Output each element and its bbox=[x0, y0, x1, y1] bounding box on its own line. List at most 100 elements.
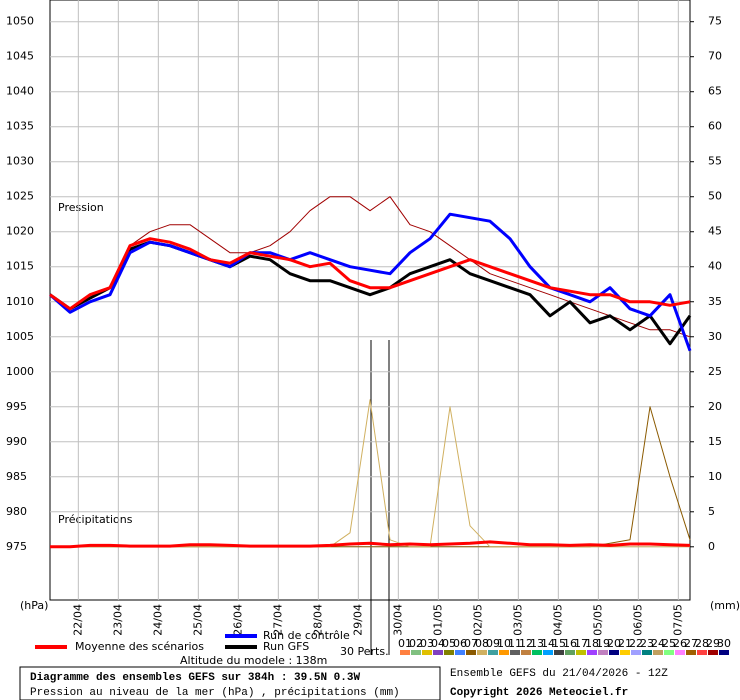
member-swatch bbox=[642, 650, 652, 655]
footer-title: Diagramme des ensembles GEFS sur 384h : … bbox=[30, 672, 360, 684]
x-tick-label: 23/04 bbox=[111, 604, 124, 636]
y2-tick-label: 45 bbox=[708, 225, 722, 238]
member-swatch bbox=[565, 650, 575, 655]
member-label: 19 bbox=[596, 637, 610, 650]
x-tick-label: 22/04 bbox=[71, 604, 84, 636]
member-label: 06 bbox=[453, 637, 467, 650]
y2-axis-label: (mm) bbox=[710, 599, 740, 612]
member-label: 25 bbox=[662, 637, 676, 650]
member-label: 10 bbox=[497, 637, 511, 650]
member-swatch bbox=[422, 650, 432, 655]
member-label: 26 bbox=[673, 637, 687, 650]
altitude: Altitude du modele : 138m bbox=[180, 654, 327, 667]
y-tick-label: 990 bbox=[6, 435, 27, 448]
member-swatch bbox=[576, 650, 586, 655]
member-label: 20 bbox=[607, 637, 621, 650]
y-tick-label: 1005 bbox=[6, 330, 34, 343]
y-tick-label: 975 bbox=[6, 540, 27, 553]
y-tick-label: 1050 bbox=[6, 15, 34, 28]
member-label: 17 bbox=[574, 637, 588, 650]
y-axis-label: (hPa) bbox=[20, 599, 48, 612]
member-swatch bbox=[686, 650, 696, 655]
member-swatch bbox=[609, 650, 619, 655]
y2-tick-label: 15 bbox=[708, 435, 722, 448]
precip-label: Précipitations bbox=[58, 513, 133, 526]
y-tick-label: 1030 bbox=[6, 155, 34, 168]
member-label: 14 bbox=[541, 637, 555, 650]
y-tick-label: 1020 bbox=[6, 225, 34, 238]
pressure-line bbox=[49, 237, 691, 311]
member-label: 23 bbox=[640, 637, 654, 650]
member-label: 02 bbox=[409, 637, 423, 650]
y-tick-label: 980 bbox=[6, 505, 27, 518]
y2-tick-label: 30 bbox=[708, 330, 722, 343]
member-swatch bbox=[488, 650, 498, 655]
x-tick-label: 04/05 bbox=[551, 604, 564, 636]
y-tick-label: 1000 bbox=[6, 365, 34, 378]
y2-tick-label: 75 bbox=[708, 15, 722, 28]
member-swatch bbox=[532, 650, 542, 655]
y-tick-label: 995 bbox=[6, 400, 27, 413]
member-swatch bbox=[543, 650, 553, 655]
y2-tick-label: 65 bbox=[708, 85, 722, 98]
y2-tick-label: 10 bbox=[708, 470, 722, 483]
member-swatch bbox=[400, 650, 410, 655]
member-swatch bbox=[554, 650, 564, 655]
member-label: 16 bbox=[563, 637, 577, 650]
legend-label: Run GFS bbox=[263, 640, 309, 653]
member-swatch bbox=[411, 650, 421, 655]
member-label: 22 bbox=[629, 637, 643, 650]
x-tick-label: 06/05 bbox=[631, 604, 644, 636]
y-tick-label: 1015 bbox=[6, 260, 34, 273]
member-pressure-line bbox=[49, 196, 691, 338]
member-label: 30 bbox=[717, 637, 731, 650]
member-label: 28 bbox=[695, 637, 709, 650]
member-label: 29 bbox=[706, 637, 720, 650]
member-label: 08 bbox=[475, 637, 489, 650]
y2-tick-label: 70 bbox=[708, 50, 722, 63]
x-tick-label: 05/05 bbox=[591, 604, 604, 636]
member-label: 15 bbox=[552, 637, 566, 650]
x-tick-label: 26/04 bbox=[231, 604, 244, 636]
x-tick-label: 24/04 bbox=[151, 604, 164, 636]
y-tick-label: 1010 bbox=[6, 295, 34, 308]
member-label: 18 bbox=[585, 637, 599, 650]
member-label: 03 bbox=[420, 637, 434, 650]
member-swatch bbox=[510, 650, 520, 655]
member-swatch bbox=[697, 650, 707, 655]
x-tick-label: 03/05 bbox=[511, 604, 524, 636]
member-swatch bbox=[598, 650, 608, 655]
x-tick-label: 01/05 bbox=[431, 604, 444, 636]
y2-tick-label: 0 bbox=[708, 540, 715, 553]
x-tick-label: 25/04 bbox=[191, 604, 204, 636]
legend-label: Moyenne des scénarios bbox=[75, 640, 204, 653]
member-swatch bbox=[444, 650, 454, 655]
precip-line bbox=[50, 540, 691, 549]
member-swatch bbox=[664, 650, 674, 655]
member-swatch bbox=[433, 650, 443, 655]
perts-label: 30 Perts. bbox=[340, 645, 389, 658]
member-swatch bbox=[587, 650, 597, 655]
x-tick-label: 29/04 bbox=[351, 604, 364, 636]
x-tick-label: 28/04 bbox=[311, 604, 324, 636]
y-tick-label: 1040 bbox=[6, 85, 34, 98]
member-label: 13 bbox=[530, 637, 544, 650]
member-swatch bbox=[653, 650, 663, 655]
y2-tick-label: 35 bbox=[708, 295, 722, 308]
member-label: 09 bbox=[486, 637, 500, 650]
member-label: 27 bbox=[684, 637, 698, 650]
y-tick-label: 1025 bbox=[6, 190, 34, 203]
pressure-label: Pression bbox=[58, 201, 104, 214]
y-tick-label: 1035 bbox=[6, 120, 34, 133]
x-tick-label: 02/05 bbox=[471, 604, 484, 636]
member-label: 05 bbox=[442, 637, 456, 650]
member-label: 21 bbox=[618, 637, 632, 650]
copyright: Copyright 2026 Meteociel.fr bbox=[450, 687, 628, 699]
member-label: 12 bbox=[519, 637, 533, 650]
member-label: 01 bbox=[398, 637, 412, 650]
x-tick-label: 07/05 bbox=[671, 604, 684, 636]
y-tick-label: 1045 bbox=[6, 50, 34, 63]
member-swatch bbox=[499, 650, 509, 655]
member-label: 04 bbox=[431, 637, 445, 650]
